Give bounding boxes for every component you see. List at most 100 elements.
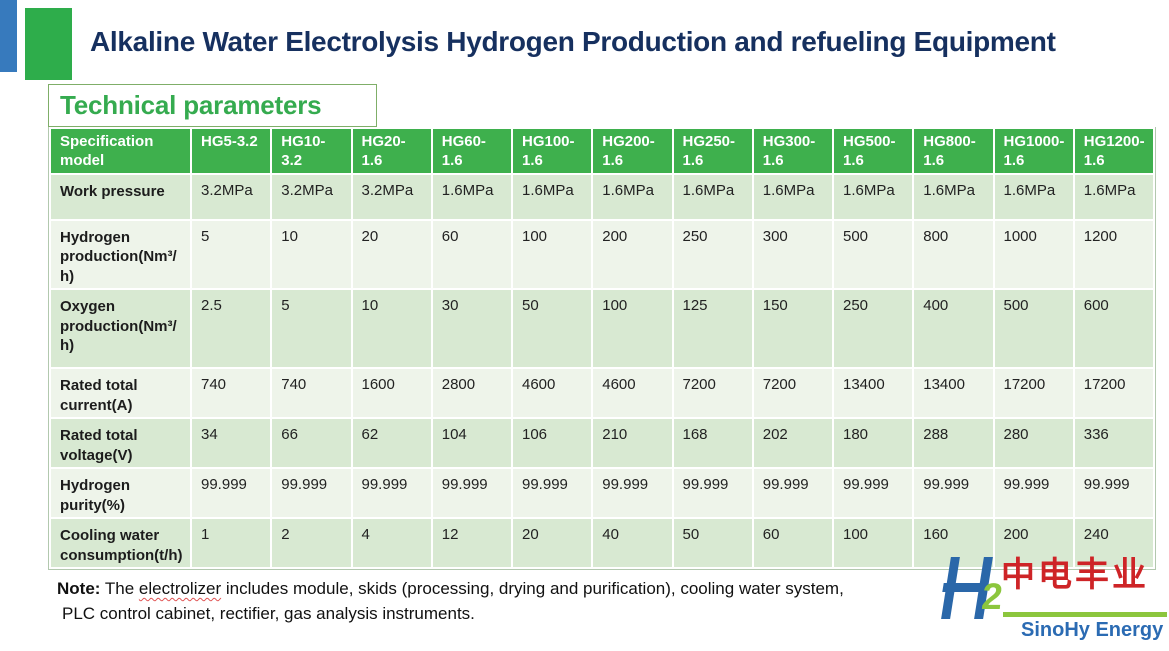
table-cell: 400: [912, 288, 995, 369]
table-cell: 17200: [992, 367, 1075, 419]
table-cell: 106: [510, 417, 594, 469]
note-label: Note:: [57, 579, 101, 598]
table-row: Oxygen production(Nm³/h) 2.5 5 10 30 50 100 125…: [49, 288, 1156, 369]
table-cell: 600: [1072, 288, 1156, 369]
row-label: Oxygen production(Nm³/h): [49, 288, 192, 369]
table-cell: 100: [831, 517, 915, 569]
column-header: HG100-1.6: [510, 127, 594, 175]
technical-parameters-table-container: Specification model HG5-3.2 HG10-3.2 HG20-1…: [48, 127, 1156, 570]
table-cell: 280: [992, 417, 1075, 469]
note-misspelled-word: electrolizer: [138, 579, 222, 598]
table-cell: 50: [671, 517, 754, 569]
column-header: HG10-3.2: [270, 127, 353, 175]
table-cell: 1600: [350, 367, 433, 419]
table-cell: 4600: [591, 367, 674, 419]
table-cell: 60: [430, 218, 514, 290]
table-row: Hydrogen production(Nm³/h) 5 10 20 60 100 200 2…: [49, 218, 1156, 290]
table-cell: 2.5: [189, 288, 273, 369]
table-cell: 99.999: [430, 467, 514, 519]
row-label: Work pressure: [49, 172, 192, 221]
parameters-table-body: Work pressure 3.2MPa 3.2MPa 3.2MPa 1.6MPa 1.6…: [49, 172, 1156, 569]
table-cell: 740: [270, 367, 353, 419]
table-cell: 13400: [831, 367, 915, 419]
table-cell: 10: [270, 218, 353, 290]
table-cell: 60: [751, 517, 835, 569]
note-text: includes module, skids (processing, dryi…: [225, 579, 844, 598]
table-cell: 17200: [1072, 367, 1156, 419]
table-cell: 40: [591, 517, 674, 569]
table-cell: 2: [270, 517, 353, 569]
table-cell: 34: [189, 417, 273, 469]
table-cell: 13400: [912, 367, 995, 419]
section-title: Technical parameters: [60, 90, 322, 120]
table-cell: 99.999: [831, 467, 915, 519]
table-cell: 7200: [671, 367, 754, 419]
table-cell: 104: [430, 417, 514, 469]
table-cell: 3.2MPa: [270, 172, 353, 221]
column-header: HG5-3.2: [189, 127, 273, 175]
table-cell: 800: [912, 218, 995, 290]
parameters-table-head-row: Specification model HG5-3.2 HG10-3.2 HG20-1…: [49, 127, 1156, 175]
column-header: HG500-1.6: [831, 127, 915, 175]
table-cell: 740: [189, 367, 273, 419]
logo-underline-icon: [1003, 612, 1167, 617]
table-cell: 1.6MPa: [510, 172, 594, 221]
table-cell: 3.2MPa: [350, 172, 433, 221]
table-cell: 99.999: [751, 467, 835, 519]
note-line-1: Note: The electrolizer includes module, …: [57, 576, 927, 601]
row-label: Rated total voltage(V): [49, 417, 192, 469]
table-cell: 4: [350, 517, 433, 569]
table-row: Rated total current(A) 740 740 1600 2800 4600…: [49, 367, 1156, 419]
table-cell: 300: [751, 218, 835, 290]
table-cell: 500: [992, 288, 1075, 369]
row-label: Rated total current(A): [49, 367, 192, 419]
table-cell: 336: [1072, 417, 1156, 469]
decor-green-bar: [25, 8, 72, 80]
table-cell: 500: [831, 218, 915, 290]
note-line-2: PLC control cabinet, rectifier, gas anal…: [62, 604, 475, 623]
parameters-table-head: Specification model HG5-3.2 HG10-3.2 HG20-1…: [49, 127, 1156, 175]
table-cell: 7200: [751, 367, 835, 419]
table-cell: 125: [671, 288, 754, 369]
table-row: Cooling water consumption(t/h) 1 2 4 12 20 40 5…: [49, 517, 1156, 569]
column-header: HG60-1.6: [430, 127, 514, 175]
table-cell: 250: [671, 218, 754, 290]
logo-english-name: SinoHy Energy: [1021, 619, 1164, 641]
column-header: HG200-1.6: [591, 127, 674, 175]
column-header: HG250-1.6: [671, 127, 754, 175]
table-cell: 1.6MPa: [591, 172, 674, 221]
section-header: Technical parameters: [48, 84, 377, 127]
parameters-table: Specification model HG5-3.2 HG10-3.2 HG20-1…: [49, 127, 1156, 569]
table-cell: 99.999: [189, 467, 273, 519]
table-cell: 1.6MPa: [992, 172, 1075, 221]
row-label: Hydrogen purity(%): [49, 467, 192, 519]
sinohy-logo: 2 中电丰业 SinoHy Energy: [933, 552, 1169, 647]
table-cell: 288: [912, 417, 995, 469]
table-cell: 10: [350, 288, 433, 369]
table-cell: 99.999: [671, 467, 754, 519]
table-row: Work pressure 3.2MPa 3.2MPa 3.2MPa 1.6MPa 1.6…: [49, 172, 1156, 221]
table-cell: 99.999: [350, 467, 433, 519]
row-label: Cooling water consumption(t/h): [49, 517, 192, 569]
table-cell: 200: [992, 517, 1075, 569]
table-cell: 210: [591, 417, 674, 469]
table-cell: 1.6MPa: [671, 172, 754, 221]
table-cell: 168: [671, 417, 754, 469]
column-header: HG20-1.6: [350, 127, 433, 175]
table-cell: 160: [912, 517, 995, 569]
table-cell: 66: [270, 417, 353, 469]
page-title: Alkaline Water Electrolysis Hydrogen Pro…: [90, 26, 1056, 57]
table-cell: 1.6MPa: [751, 172, 835, 221]
table-cell: 12: [430, 517, 514, 569]
row-label: Hydrogen production(Nm³/h): [49, 218, 192, 290]
column-header: HG800-1.6: [912, 127, 995, 175]
table-cell: 202: [751, 417, 835, 469]
table-cell: 3.2MPa: [189, 172, 273, 221]
column-header: HG1000-1.6: [992, 127, 1075, 175]
table-cell: 1: [189, 517, 273, 569]
table-cell: 100: [591, 288, 674, 369]
table-cell: 99.999: [992, 467, 1075, 519]
table-cell: 50: [510, 288, 594, 369]
table-cell: 1.6MPa: [1072, 172, 1156, 221]
column-header: HG1200-1.6: [1072, 127, 1156, 175]
